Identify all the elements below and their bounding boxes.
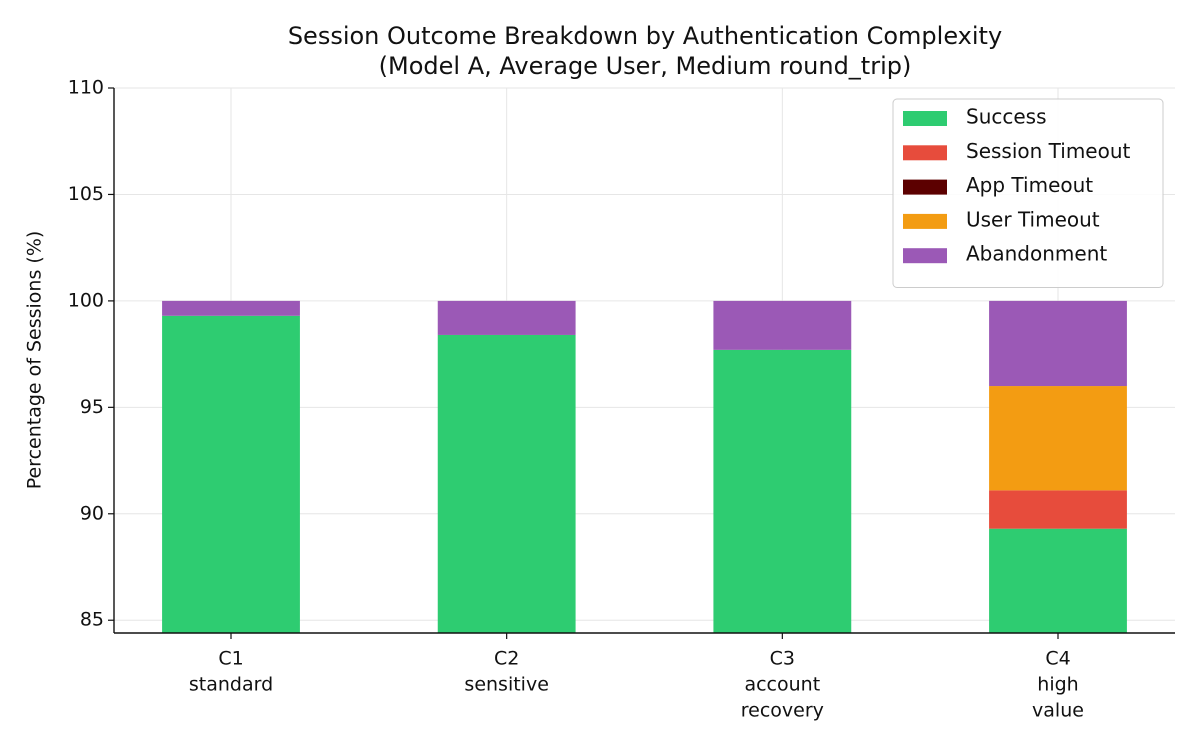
legend-swatch (903, 145, 947, 161)
legend-box (892, 98, 1164, 288)
legend-label: User Timeout (966, 207, 1100, 231)
x-tick-label: account (744, 674, 820, 696)
x-tick-label: sensitive (464, 674, 548, 696)
x-tick-label: high (1037, 674, 1078, 696)
bar-segment (989, 386, 1127, 491)
bar-segment (713, 300, 852, 350)
x-tick-label: C3 (770, 648, 795, 670)
y-tick-label: 95 (80, 396, 104, 418)
y-tick-label: 110 (68, 77, 104, 99)
bar-segment (989, 490, 1127, 529)
bar-segment (437, 300, 576, 335)
y-axis-label: Percentage of Sessions (%) (24, 231, 46, 490)
x-tick-label: C1 (218, 648, 243, 670)
legend-label: App Timeout (966, 173, 1093, 197)
y-tick-label: 100 (68, 289, 104, 311)
bar-segment (162, 315, 300, 633)
bar-segment (162, 300, 300, 316)
bar-segment (989, 300, 1127, 387)
legend-label: Session Timeout (966, 139, 1131, 163)
y-tick-label: 90 (80, 502, 104, 524)
legend-swatch (903, 248, 947, 264)
x-tick-label: standard (189, 674, 273, 696)
legend-swatch (903, 111, 947, 126)
legend-swatch (903, 179, 947, 195)
bar-segment (989, 528, 1127, 633)
x-tick-label: C4 (1045, 648, 1070, 670)
bar-segment (437, 334, 576, 633)
legend-swatch (903, 213, 947, 229)
chart-title: Session Outcome Breakdown by Authenticat… (288, 22, 1002, 50)
y-tick-label: 85 (80, 609, 104, 631)
chart-subtitle: (Model A, Average User, Medium round_tri… (379, 52, 912, 80)
x-tick-label: value (1032, 700, 1084, 722)
legend-label: Abandonment (966, 242, 1107, 266)
y-tick-label: 105 (68, 183, 104, 205)
x-tick-label: C2 (494, 648, 519, 670)
x-tick-label: recovery (741, 700, 824, 722)
bar-segment (713, 349, 852, 633)
legend-label: Success (966, 105, 1047, 129)
